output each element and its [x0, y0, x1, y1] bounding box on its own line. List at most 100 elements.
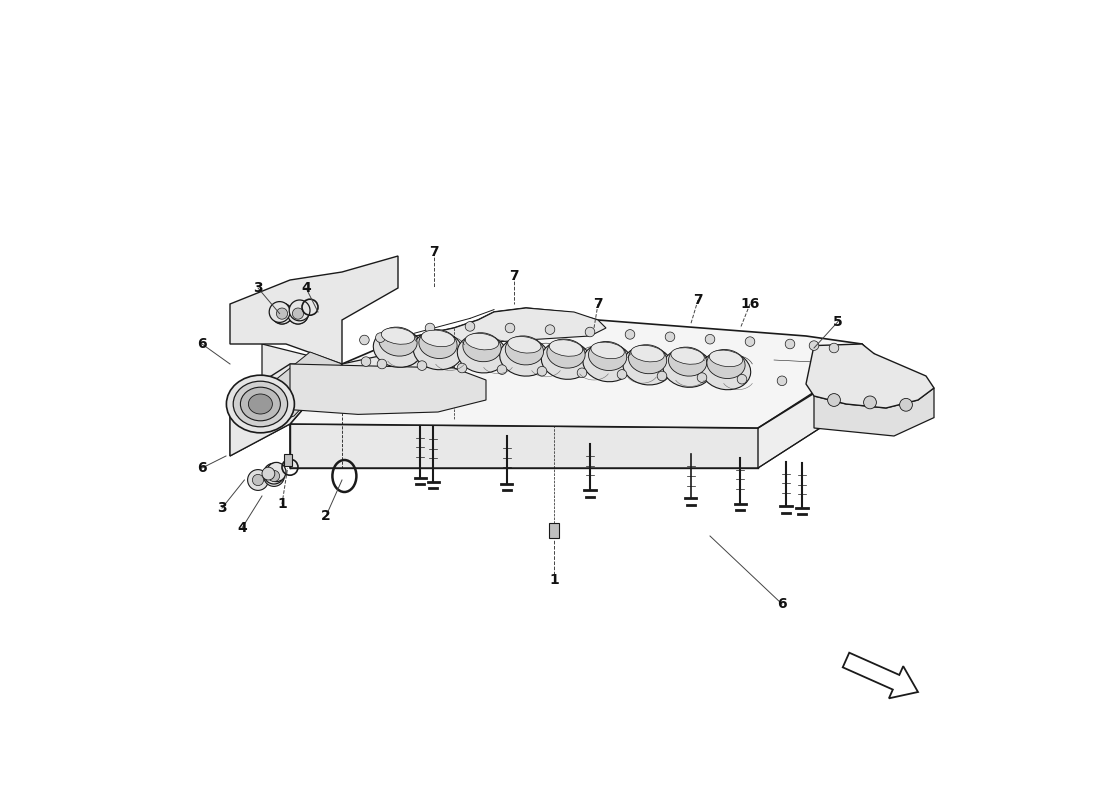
Ellipse shape [419, 330, 458, 358]
Circle shape [270, 302, 290, 322]
Circle shape [778, 376, 786, 386]
Ellipse shape [421, 330, 454, 346]
Polygon shape [230, 364, 290, 456]
Circle shape [625, 330, 635, 339]
Polygon shape [230, 256, 398, 364]
Text: 7: 7 [429, 245, 439, 259]
Ellipse shape [583, 343, 632, 382]
Polygon shape [290, 308, 874, 428]
Ellipse shape [233, 381, 287, 427]
Circle shape [360, 335, 370, 345]
Circle shape [697, 373, 707, 382]
Ellipse shape [591, 342, 625, 358]
Circle shape [392, 330, 402, 339]
Circle shape [497, 365, 507, 374]
Text: 6: 6 [197, 461, 207, 475]
Text: 7: 7 [693, 293, 703, 307]
Ellipse shape [628, 345, 667, 374]
Text: 5: 5 [833, 314, 843, 329]
Text: 2: 2 [321, 509, 331, 523]
Ellipse shape [710, 350, 742, 366]
Circle shape [262, 467, 275, 480]
Polygon shape [814, 388, 934, 436]
Ellipse shape [663, 349, 713, 387]
Polygon shape [290, 424, 758, 468]
Ellipse shape [458, 334, 507, 373]
Ellipse shape [414, 331, 463, 370]
Circle shape [785, 339, 795, 349]
Polygon shape [398, 308, 606, 356]
Circle shape [657, 371, 667, 381]
Polygon shape [230, 364, 342, 456]
Circle shape [293, 308, 304, 319]
Ellipse shape [382, 328, 415, 344]
Circle shape [375, 333, 385, 342]
Text: 4: 4 [238, 521, 246, 535]
Polygon shape [261, 352, 342, 428]
Text: 7: 7 [593, 297, 603, 311]
Bar [549, 523, 559, 538]
Text: 16: 16 [740, 297, 760, 311]
Ellipse shape [707, 350, 745, 378]
Circle shape [264, 466, 285, 486]
Ellipse shape [373, 329, 422, 367]
Ellipse shape [505, 336, 543, 365]
Ellipse shape [623, 346, 672, 385]
Ellipse shape [588, 342, 627, 370]
Circle shape [666, 332, 674, 342]
Circle shape [537, 366, 547, 376]
Polygon shape [290, 364, 486, 414]
Text: 3: 3 [253, 281, 263, 295]
Circle shape [276, 308, 287, 319]
Circle shape [505, 323, 515, 333]
Circle shape [248, 470, 268, 490]
Circle shape [267, 462, 286, 482]
Polygon shape [843, 653, 918, 698]
Circle shape [810, 341, 818, 350]
Polygon shape [290, 344, 874, 468]
Circle shape [287, 303, 308, 324]
Circle shape [289, 300, 310, 321]
Circle shape [864, 396, 877, 409]
Ellipse shape [669, 347, 706, 376]
Circle shape [829, 343, 839, 353]
Ellipse shape [541, 341, 591, 379]
Ellipse shape [241, 387, 280, 421]
Ellipse shape [499, 338, 549, 376]
Circle shape [287, 303, 308, 324]
Ellipse shape [702, 351, 750, 390]
Circle shape [252, 474, 264, 486]
Text: 7: 7 [509, 269, 519, 283]
Circle shape [745, 337, 755, 346]
Polygon shape [806, 344, 934, 408]
Ellipse shape [508, 337, 541, 353]
Circle shape [417, 361, 427, 370]
Text: 6: 6 [197, 337, 207, 351]
Circle shape [900, 398, 912, 411]
Circle shape [264, 463, 285, 484]
Ellipse shape [249, 394, 273, 414]
Circle shape [705, 334, 715, 344]
Bar [285, 454, 293, 466]
Text: 4: 4 [301, 281, 311, 295]
Text: 1: 1 [549, 573, 559, 587]
Circle shape [617, 370, 627, 379]
Ellipse shape [463, 333, 502, 362]
Text: 6: 6 [778, 597, 786, 611]
Circle shape [426, 323, 434, 333]
Text: 3: 3 [217, 501, 227, 515]
Circle shape [827, 394, 840, 406]
Circle shape [578, 368, 586, 378]
Ellipse shape [549, 340, 583, 356]
Circle shape [585, 327, 595, 337]
Ellipse shape [631, 346, 664, 362]
Ellipse shape [547, 339, 585, 368]
Circle shape [737, 374, 747, 384]
Text: 1: 1 [277, 497, 287, 511]
Circle shape [465, 322, 475, 331]
Circle shape [361, 357, 371, 366]
Ellipse shape [465, 334, 498, 350]
Circle shape [272, 303, 293, 324]
Ellipse shape [671, 348, 704, 364]
Circle shape [458, 363, 466, 373]
